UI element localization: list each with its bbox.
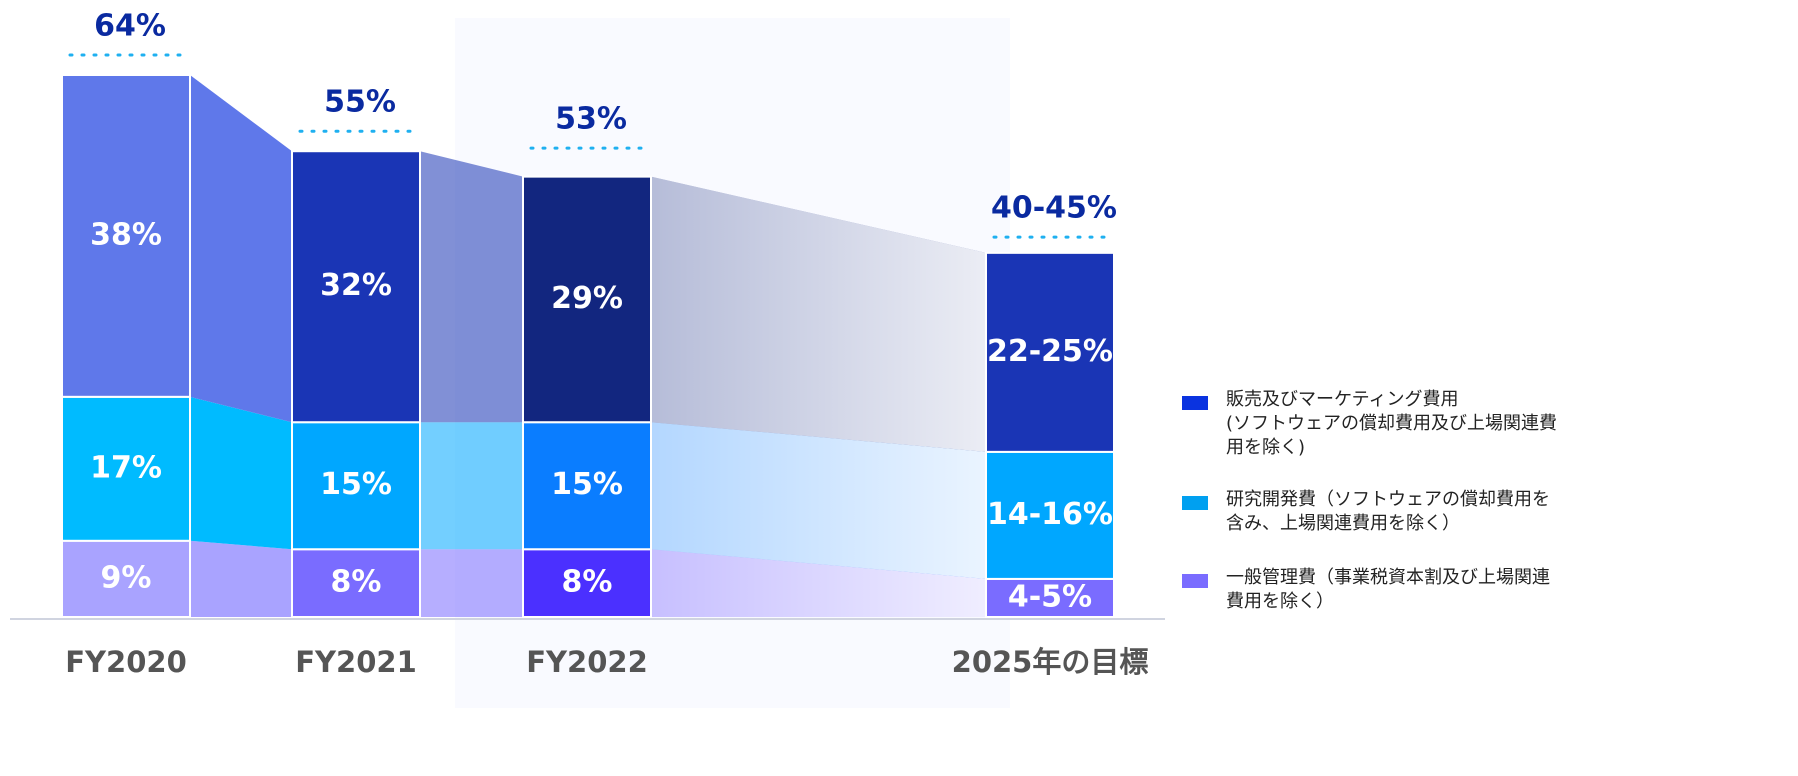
segment-label: 14-16% [987,497,1113,532]
total-label: 55% [324,85,396,120]
legend-swatch [1182,396,1208,410]
segment-label: 15% [320,467,392,502]
connectors [190,75,986,617]
legend-swatch [1182,574,1208,588]
bar-segment [61,74,191,398]
legend-text: 販売及びマーケティング費用 (ソフトウェアの償却費用及び上場関連費用を除く) [1226,389,1558,458]
segment-label: 4-5% [1008,579,1092,614]
connector [420,151,523,423]
segment-label: 22-25% [987,334,1113,369]
segment-label: 9% [101,560,152,595]
legend-text: 一般管理費（事業税資本割及び上場関連費用を除く） [1226,567,1550,612]
bar-segment [291,150,421,424]
bar-segment [522,175,652,424]
bar-segment [291,548,421,618]
x-tick-label: FY2020 [65,645,187,679]
total-label: 64% [94,9,166,44]
x-tick-label: 2025年の目標 [952,645,1149,679]
bar-segment [291,421,421,551]
total-label: 53% [555,102,627,137]
segment-label: 8% [331,565,382,600]
segment-label: 8% [562,565,613,600]
segment-label: 17% [90,450,162,485]
segment-label: 38% [90,217,162,252]
connector [190,75,292,423]
legend-swatch [1182,496,1208,510]
segment-label: 32% [320,268,392,303]
bar-segment [61,539,191,618]
x-tick-label: FY2021 [295,645,417,679]
connector [420,422,523,550]
bar-segment [522,421,652,551]
segment-label: 29% [551,281,623,316]
connector-fade [651,549,986,617]
total-label: 40-45% [991,191,1117,226]
legend-text: 研究開発費（ソフトウェアの償却費用を含み、上場関連費用を除く） [1226,489,1550,534]
connector-fade [651,176,986,452]
bar-segment [985,251,1115,453]
connector [190,540,292,617]
connector [420,549,523,617]
bar-segment [61,395,191,542]
segment-label: 15% [551,467,623,502]
bar-segment [522,548,652,618]
x-tick-label: FY2022 [526,645,648,679]
connector-fade [651,422,986,579]
connector [190,396,292,550]
